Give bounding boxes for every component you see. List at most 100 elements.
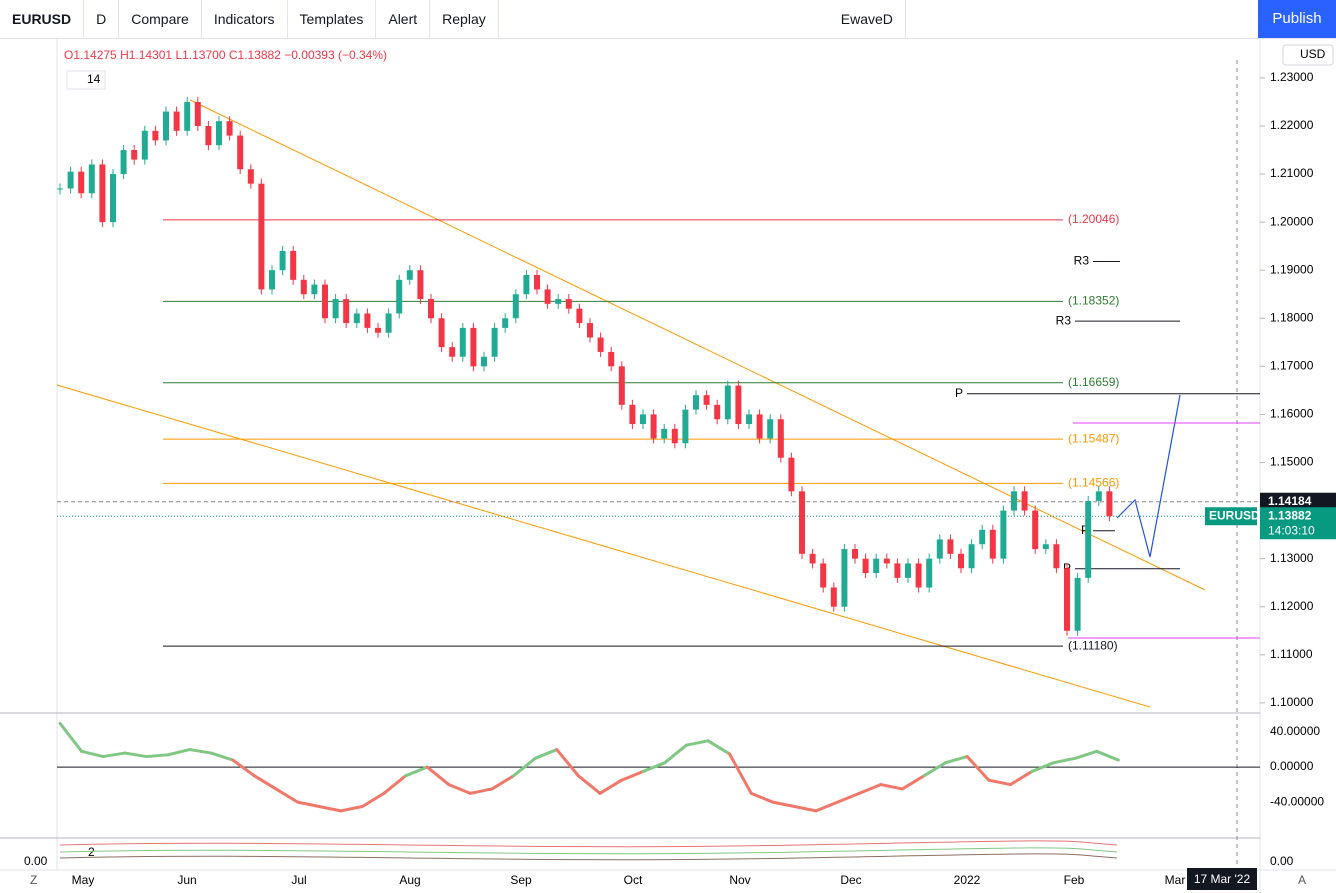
level-label: (1.16659)	[1068, 375, 1119, 389]
osc-seg	[620, 769, 645, 782]
osc-seg	[447, 783, 472, 795]
candle	[131, 150, 138, 160]
level-label: (1.14566)	[1068, 476, 1119, 490]
osc-seg	[1073, 749, 1099, 760]
osc-seg	[663, 743, 688, 765]
candle	[767, 419, 774, 439]
osc-seg	[512, 756, 537, 778]
y-tick-label: 1.11000	[1270, 647, 1313, 661]
price-tag	[1260, 492, 1336, 511]
templates[interactable]: Templates	[288, 0, 377, 38]
y-tick-label: 1.16000	[1270, 407, 1314, 421]
osc-seg	[274, 787, 300, 804]
candle	[216, 121, 222, 146]
osc-seg	[382, 774, 408, 795]
osc-seg	[857, 783, 883, 795]
countdown: 14:03:10	[1268, 523, 1315, 537]
alert[interactable]: Alert	[376, 0, 431, 38]
x-tick-label: Jul	[291, 873, 306, 887]
candle	[396, 279, 403, 314]
chart: O1.14275 H1.14301 L1.13700 C1.13882 −0.0…	[0, 38, 1336, 893]
candle	[502, 318, 509, 328]
osc-tick-label: 40.00000	[1270, 724, 1320, 738]
osc-seg	[209, 751, 235, 762]
candle	[883, 558, 890, 564]
candle	[756, 414, 763, 439]
lower-line	[59, 853, 1118, 861]
candle	[184, 101, 191, 131]
candle	[597, 337, 604, 352]
osc-seg	[490, 774, 516, 791]
candle	[1064, 568, 1070, 631]
osc-seg	[296, 800, 321, 808]
candle	[290, 250, 297, 280]
candle	[894, 563, 901, 578]
osc-seg	[425, 765, 451, 787]
candle	[247, 169, 254, 184]
candle	[661, 428, 668, 439]
candle	[99, 164, 106, 223]
x-tick-label: Nov	[729, 873, 750, 887]
currency: USD	[1300, 47, 1326, 61]
interval[interactable]: D	[84, 0, 120, 38]
candle	[512, 294, 519, 319]
footer-right[interactable]: A	[1298, 873, 1306, 887]
pivot-label: P	[1081, 523, 1089, 537]
osc-tick-label: -40.00000	[1270, 794, 1324, 808]
osc-seg	[339, 804, 364, 813]
footer-left[interactable]: Z	[30, 873, 37, 887]
osc-seg	[706, 739, 732, 756]
osc-seg	[900, 774, 926, 791]
publish[interactable]: Publish	[1258, 0, 1336, 38]
osc-seg	[58, 721, 84, 753]
osc-seg	[252, 774, 278, 791]
x-tick-label: May	[72, 873, 95, 887]
candle	[608, 351, 615, 367]
x-tick-label: Mar	[1165, 873, 1186, 887]
candle	[735, 385, 742, 425]
lower-tick: 0.00	[1270, 854, 1294, 868]
legend-box[interactable]	[66, 70, 106, 90]
indicators[interactable]: Indicators	[202, 0, 288, 38]
candle	[862, 558, 869, 574]
level-label: (1.15487)	[1068, 431, 1119, 445]
replay[interactable]: Replay	[430, 0, 499, 38]
candle	[565, 299, 572, 309]
candle	[491, 327, 498, 357]
osc-seg	[814, 800, 840, 813]
candle	[777, 419, 784, 458]
candle	[332, 299, 339, 319]
candle	[1042, 544, 1049, 550]
candle	[714, 404, 721, 420]
osc-seg	[944, 755, 969, 765]
osc-seg	[1095, 749, 1120, 762]
trend-line	[189, 99, 1206, 591]
candle	[852, 549, 858, 559]
osc-seg	[123, 751, 148, 759]
indicator-legend: 14	[87, 72, 101, 86]
candle	[67, 171, 74, 189]
candle	[650, 414, 657, 439]
candle	[438, 318, 445, 348]
candle	[226, 121, 233, 136]
candle	[788, 457, 795, 492]
candle	[406, 270, 413, 280]
account[interactable]: EwaveD	[829, 0, 906, 38]
projection	[1116, 394, 1181, 558]
candle	[311, 284, 318, 295]
compare[interactable]: Compare	[119, 0, 202, 38]
y-tick-label: 1.15000	[1270, 455, 1314, 469]
candle	[1053, 544, 1060, 569]
candle	[1106, 491, 1113, 517]
candle	[78, 171, 85, 194]
y-tick-label: 1.18000	[1270, 310, 1314, 324]
lower-line	[59, 847, 1118, 855]
candle	[1032, 510, 1039, 550]
symbol[interactable]: EURUSD	[0, 0, 85, 38]
x-tick-label: Dec	[840, 873, 861, 887]
candle	[979, 529, 986, 545]
currency-btn[interactable]	[1282, 44, 1334, 66]
candle	[671, 428, 678, 444]
osc-seg	[684, 739, 710, 747]
